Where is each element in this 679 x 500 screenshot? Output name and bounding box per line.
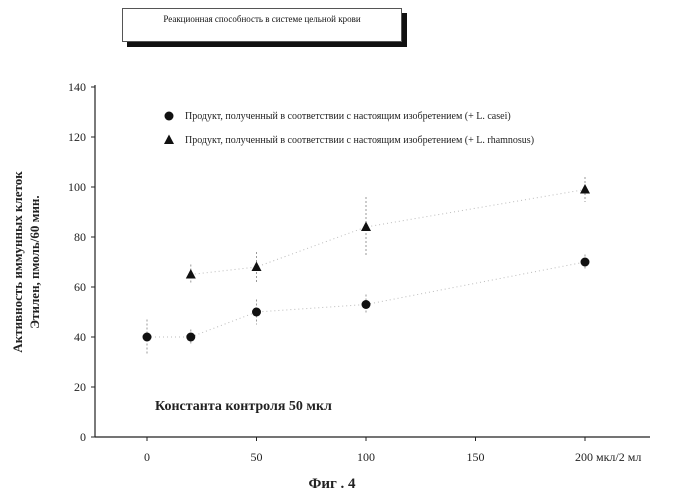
figure-caption: Фиг . 4 [308, 476, 356, 492]
data-point-circle [362, 300, 371, 309]
series-2 [186, 177, 590, 285]
data-point-triangle [186, 269, 196, 279]
legend-label: Продукт, полученный в соответствии с нас… [185, 135, 534, 146]
y-axis-label-line1: Активность иммунных клеток [10, 171, 25, 353]
y-axis-label-line2: Этилен, пмоль/60 мин. [27, 195, 42, 328]
y-axis-ticks: 0 20 40 60 80 100 120 140 [68, 80, 95, 444]
data-point-circle [143, 333, 152, 342]
data-point-triangle [580, 184, 590, 194]
legend-marker-triangle [164, 135, 174, 145]
y-tick-label: 80 [74, 230, 86, 244]
x-tick-label: 50 [251, 450, 263, 464]
legend-marker-circle [165, 112, 174, 121]
data-point-triangle [361, 222, 371, 232]
y-tick-label: 140 [68, 80, 86, 94]
x-tick-label: 200 мкл/2 мл [575, 450, 641, 464]
y-tick-label: 0 [80, 430, 86, 444]
legend: Продукт, полученный в соответствии с нас… [164, 111, 534, 146]
x-axis-ticks: 0 50 100 150 200 мкл/2 мл [144, 437, 641, 464]
y-tick-label: 100 [68, 180, 86, 194]
y-tick-label: 40 [74, 330, 86, 344]
series-connector-line [191, 190, 585, 275]
series-1 [143, 255, 590, 355]
data-point-circle [581, 258, 590, 267]
data-point-triangle [252, 262, 262, 272]
x-tick-label: 150 [467, 450, 485, 464]
legend-label: Продукт, полученный в соответствии с нас… [185, 111, 511, 122]
series-layer [143, 177, 591, 355]
data-point-circle [186, 333, 195, 342]
y-tick-label: 60 [74, 280, 86, 294]
data-point-circle [252, 308, 261, 317]
x-tick-label: 0 [144, 450, 150, 464]
y-tick-label: 20 [74, 380, 86, 394]
x-tick-label: 100 [357, 450, 375, 464]
y-tick-label: 120 [68, 130, 86, 144]
control-constant-annotation: Константа контроля 50 мкл [155, 399, 332, 414]
